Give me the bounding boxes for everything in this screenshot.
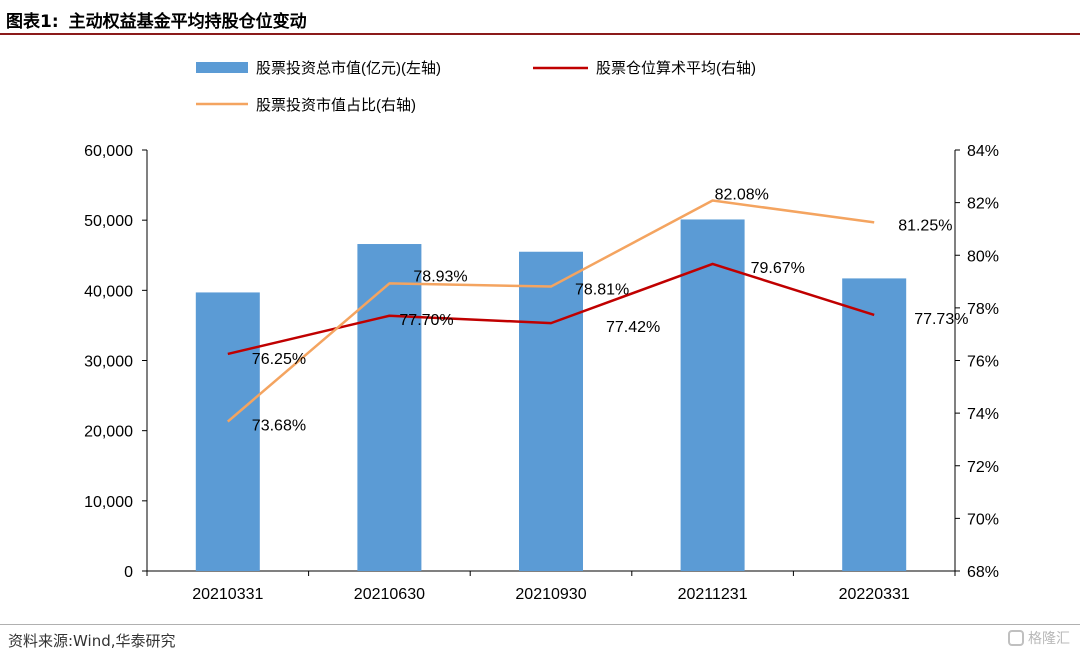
chart: 股票投资总市值(亿元)(左轴) 股票仓位算术平均(右轴) 股票投资市值占比(右轴…	[84, 59, 999, 603]
data-label-position: 76.25%	[252, 351, 306, 368]
legend-label-ratio: 股票投资市值占比(右轴)	[256, 97, 416, 114]
x-tick-label: 20211231	[678, 586, 748, 603]
data-label-ratio: 78.93%	[413, 268, 467, 285]
watermark-text: 格隆汇	[1028, 631, 1070, 647]
header-rule	[0, 33, 1080, 35]
y-right-tick-label: 78%	[967, 301, 999, 318]
data-labels: 76.25% 77.70% 77.42% 79.67% 77.73% 73.68% 78.9…	[252, 187, 969, 435]
y-right-tick-label: 80%	[967, 248, 999, 265]
data-label-ratio: 73.68%	[252, 418, 306, 435]
data-label-position: 77.73%	[914, 311, 968, 328]
y-left-tick-label: 60,000	[84, 143, 133, 160]
line-series	[226, 199, 875, 423]
legend-label-position: 股票仓位算术平均(右轴)	[596, 59, 756, 77]
data-label-position: 79.67%	[751, 260, 805, 277]
data-label-position: 77.70%	[399, 312, 453, 329]
figure-header: 图表1: 主动权益基金平均持股仓位变动	[6, 6, 307, 32]
x-tick-label: 20210630	[354, 586, 425, 603]
footer-rule	[0, 624, 1080, 625]
chart-title: 主动权益基金平均持股仓位变动	[68, 11, 307, 32]
x-tick-label: 20210331	[192, 586, 263, 603]
data-label-ratio: 78.81%	[575, 282, 629, 299]
y-right-tick-label: 74%	[967, 406, 999, 423]
bar-series	[195, 219, 907, 572]
y-right-tick-label: 68%	[967, 564, 999, 581]
data-label-position: 77.42%	[606, 319, 660, 336]
line-market-value-ratio	[226, 199, 875, 423]
bar	[519, 251, 583, 571]
figure-label: 图表1:	[6, 11, 59, 32]
legend-swatch-bar	[196, 62, 248, 73]
x-tick-label: 20210930	[515, 586, 586, 603]
bar	[357, 244, 422, 572]
axes: 0 10,000 20,000 30,000 40,000 50,000 60,000 68%…	[84, 143, 999, 603]
x-tick-label: 20220331	[839, 586, 910, 603]
data-label-ratio: 81.25%	[898, 217, 952, 234]
watermark-logo-icon	[1008, 630, 1024, 646]
y-left-tick-label: 30,000	[84, 354, 133, 371]
bar	[842, 278, 907, 571]
y-right-tick-label: 76%	[967, 354, 999, 371]
y-right-tick-label: 84%	[967, 143, 999, 160]
bar	[195, 292, 260, 571]
data-label-ratio: 82.08%	[715, 187, 769, 204]
y-left-tick-label: 40,000	[84, 283, 133, 300]
source-note: 资料来源:Wind,华泰研究	[8, 632, 176, 650]
legend: 股票投资总市值(亿元)(左轴) 股票仓位算术平均(右轴) 股票投资市值占比(右轴…	[196, 59, 756, 114]
y-left-tick-label: 50,000	[84, 213, 133, 230]
y-right-tick-label: 72%	[967, 459, 999, 476]
bar	[680, 219, 745, 571]
legend-label-bar: 股票投资总市值(亿元)(左轴)	[256, 60, 441, 77]
y-right-tick-label: 70%	[967, 511, 999, 528]
y-right-tick-label: 82%	[967, 196, 999, 213]
y-left-tick-label: 0	[124, 564, 133, 581]
y-left-tick-label: 10,000	[84, 494, 133, 511]
watermark: 格隆汇	[1008, 628, 1070, 648]
y-left-tick-label: 20,000	[84, 424, 133, 441]
